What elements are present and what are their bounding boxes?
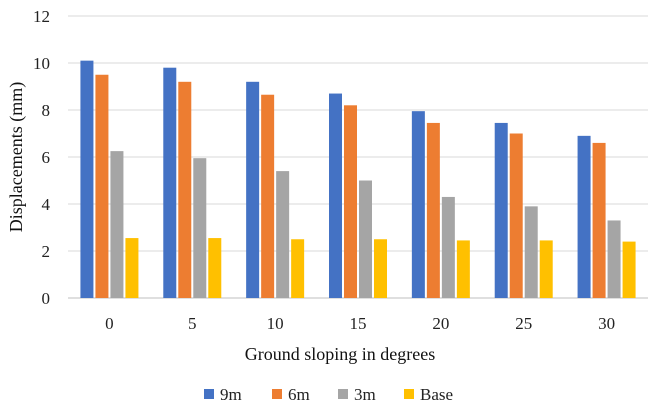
bar-9m-25 bbox=[494, 122, 508, 298]
bar-3m-15 bbox=[359, 180, 372, 298]
bar-3m-10 bbox=[276, 171, 290, 298]
bar-6m-10 bbox=[261, 94, 275, 298]
bars bbox=[80, 60, 636, 299]
bar-3m-20 bbox=[441, 196, 455, 298]
bar-6m-20 bbox=[426, 122, 440, 298]
y-tick-label: 12 bbox=[33, 7, 50, 26]
x-tick-label: 0 bbox=[105, 314, 114, 333]
bar-base-30 bbox=[622, 241, 636, 298]
bar-base-20 bbox=[456, 240, 470, 298]
y-tick-label: 4 bbox=[42, 195, 51, 214]
legend-swatch-base bbox=[404, 389, 414, 399]
legend-swatch-9m bbox=[204, 389, 214, 399]
bar-base-5 bbox=[208, 238, 222, 298]
bar-6m-0 bbox=[95, 74, 109, 298]
y-axis-title: Displacements (mm) bbox=[6, 82, 27, 232]
bar-9m-20 bbox=[411, 111, 425, 298]
x-axis-title: Ground sloping in degrees bbox=[245, 344, 435, 364]
bar-base-10 bbox=[291, 239, 305, 298]
legend-swatch-6m bbox=[272, 389, 282, 399]
bar-3m-30 bbox=[607, 220, 621, 298]
x-tick-labels: 0 5 10 15 20 25 30 bbox=[105, 314, 615, 333]
bar-6m-5 bbox=[178, 81, 192, 298]
bar-base-15 bbox=[374, 239, 387, 298]
legend-swatch-3m bbox=[338, 389, 348, 399]
bar-3m-0 bbox=[110, 151, 124, 298]
legend: 9m 6m 3m Base bbox=[204, 385, 453, 404]
bar-9m-10 bbox=[246, 81, 260, 298]
bar-6m-15 bbox=[344, 105, 357, 298]
y-tick-labels: 0 2 4 6 8 10 12 bbox=[33, 7, 51, 308]
x-tick-label: 10 bbox=[267, 314, 284, 333]
bar-base-25 bbox=[539, 240, 553, 298]
legend-label-base: Base bbox=[420, 385, 453, 404]
bar-3m-25 bbox=[524, 206, 538, 298]
x-tick-label: 30 bbox=[598, 314, 615, 333]
bar-6m-30 bbox=[592, 142, 606, 298]
bar-9m-15 bbox=[329, 93, 342, 298]
bar-9m-0 bbox=[80, 60, 94, 299]
bar-base-0 bbox=[125, 238, 139, 298]
y-tick-label: 10 bbox=[33, 54, 50, 73]
bar-3m-5 bbox=[193, 158, 207, 298]
legend-label-3m: 3m bbox=[354, 385, 376, 404]
y-tick-label: 0 bbox=[42, 289, 51, 308]
legend-label-9m: 9m bbox=[220, 385, 242, 404]
y-tick-label: 8 bbox=[42, 101, 51, 120]
y-tick-label: 6 bbox=[42, 148, 51, 167]
bar-9m-5 bbox=[163, 67, 177, 298]
bar-6m-25 bbox=[509, 133, 523, 298]
bar-9m-30 bbox=[577, 135, 591, 298]
gridlines bbox=[68, 15, 648, 299]
x-tick-label: 25 bbox=[515, 314, 532, 333]
x-tick-label: 15 bbox=[350, 314, 367, 333]
legend-label-6m: 6m bbox=[288, 385, 310, 404]
x-tick-label: 5 bbox=[188, 314, 197, 333]
x-tick-label: 20 bbox=[432, 314, 449, 333]
y-tick-label: 2 bbox=[42, 242, 51, 261]
